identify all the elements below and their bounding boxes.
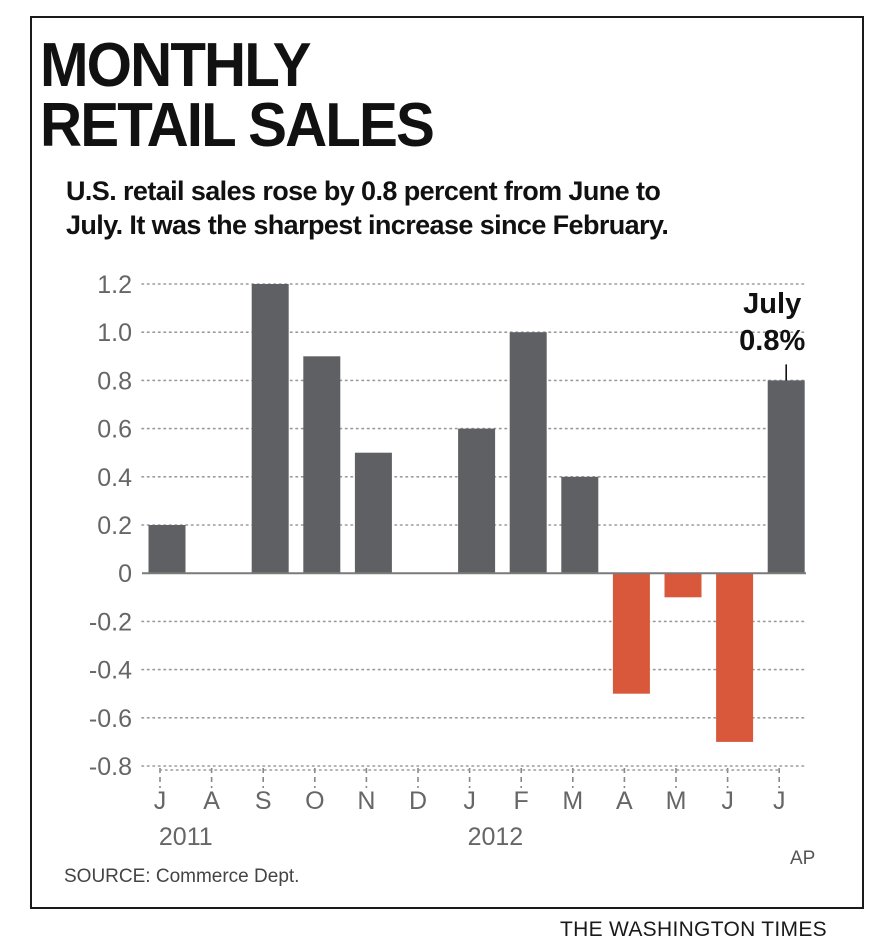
- x-tick-label: J: [154, 787, 167, 815]
- bar: [354, 452, 392, 574]
- chart-frame: [30, 16, 864, 909]
- x-tick-label: N: [357, 787, 375, 815]
- bar: [612, 573, 650, 694]
- bar: [251, 284, 289, 574]
- y-tick-label: -0.4: [89, 657, 132, 685]
- annotation-value: 0.8%: [739, 325, 805, 357]
- bar: [767, 380, 805, 574]
- title-line-2: RETAIL SALES: [40, 91, 435, 160]
- y-tick-label: 0: [118, 560, 132, 588]
- y-tick-label: 1.2: [97, 271, 132, 299]
- x-tick-label: J: [773, 787, 786, 815]
- year-label: 2011: [159, 823, 213, 851]
- y-tick-label: 0.4: [97, 464, 132, 492]
- x-tick-label: J: [721, 787, 734, 815]
- y-tick-label: 1.0: [97, 319, 132, 347]
- subtitle-line-1: U.S. retail sales rose by 0.8 percent fr…: [66, 176, 661, 206]
- credit-label: AP: [790, 848, 816, 869]
- y-tick-label: 0.6: [97, 416, 132, 444]
- bar: [716, 573, 754, 742]
- subtitle-line-2: July. It was the sharpest increase since…: [66, 210, 669, 240]
- chart-subtitle: U.S. retail sales rose by 0.8 percent fr…: [66, 174, 846, 242]
- x-tick-label: O: [305, 787, 324, 815]
- y-tick-label: -0.6: [89, 705, 132, 733]
- y-tick-label: -0.2: [89, 608, 132, 636]
- bar: [561, 476, 599, 574]
- publisher-label: THE WASHINGTON TIMES: [560, 918, 827, 941]
- bar: [509, 332, 547, 574]
- x-tick-label: D: [409, 787, 427, 815]
- bar: [148, 525, 186, 574]
- y-tick-label: -0.8: [89, 753, 132, 781]
- bar: [664, 573, 702, 598]
- annotation-month: July: [743, 288, 801, 320]
- x-tick-label: F: [514, 787, 529, 815]
- x-tick-label: M: [666, 787, 687, 815]
- source-note: SOURCE: Commerce Dept.: [64, 866, 300, 887]
- y-tick-label: 0.2: [97, 512, 132, 540]
- x-tick-label: A: [616, 787, 633, 815]
- year-label: 2012: [468, 823, 524, 851]
- x-tick-label: A: [203, 787, 220, 815]
- y-tick-label: 0.8: [97, 367, 132, 395]
- bar: [458, 428, 496, 574]
- x-tick-label: J: [463, 787, 476, 815]
- title-line-1: MONTHLY: [40, 31, 311, 100]
- x-tick-label: S: [255, 787, 272, 815]
- chart-title: MONTHLY RETAIL SALES: [40, 35, 435, 157]
- x-tick-label: M: [562, 787, 583, 815]
- bar: [303, 356, 341, 574]
